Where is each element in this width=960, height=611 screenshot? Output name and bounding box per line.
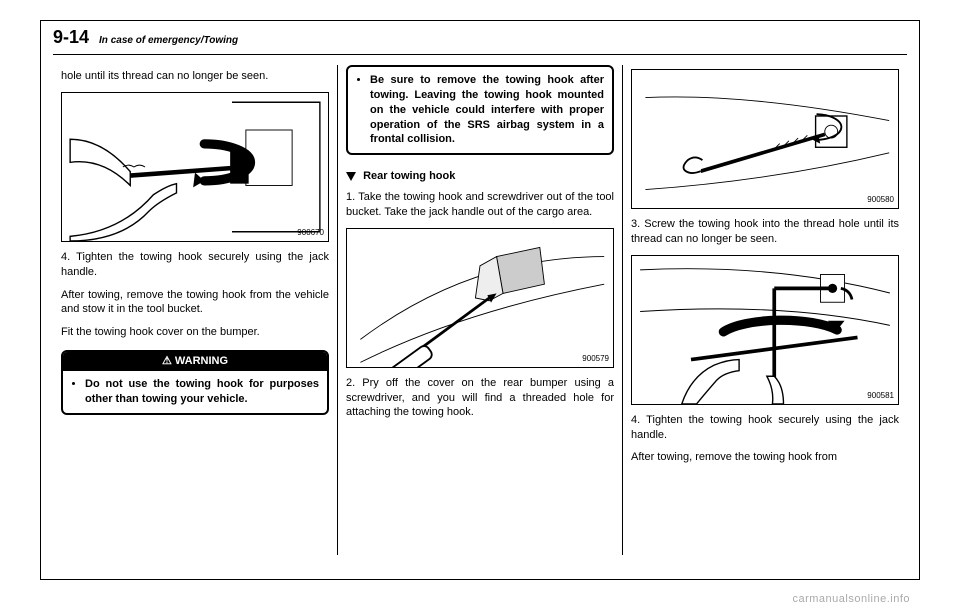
col3-step4: 4. Tighten the towing hook securely usin… (631, 413, 899, 443)
col1-step4: 4. Tighten the towing hook securely usin… (61, 250, 329, 280)
note-item: Be sure to remove the towing hook after … (370, 73, 604, 147)
triangle-icon (346, 172, 356, 181)
illustration-tighten-rear (632, 256, 898, 404)
illustration-tighten-hook (62, 93, 328, 241)
col1-lead-text: hole until its thread can no longer be s… (61, 69, 329, 84)
column-1: hole until its thread can no longer be s… (53, 65, 337, 555)
subheading-text: Rear towing hook (363, 170, 455, 182)
manual-page: 9-14 In case of emergency/Towing hole un… (40, 20, 920, 580)
column-3: 900580 3. Screw the towing hook into the… (622, 65, 907, 555)
warning-item: Do not use the towing hook for purposes … (85, 377, 319, 407)
figure-ref: 900670 (297, 228, 324, 239)
figure-ref: 900581 (867, 391, 894, 402)
page-number: 9-14 (53, 27, 89, 48)
subheading-rear-towing-hook: Rear towing hook (346, 169, 614, 184)
watermark: carmanualsonline.info (792, 593, 910, 605)
figure-900580: 900580 (631, 69, 899, 209)
figure-900670: 900670 (61, 92, 329, 242)
col3-after: After towing, remove the towing hook fro… (631, 450, 899, 465)
warning-icon: ⚠ (162, 355, 172, 367)
figure-900581: 900581 (631, 255, 899, 405)
figure-900579: 900579 (346, 228, 614, 368)
col2-step2: 2. Pry off the cover on the rear bumper … (346, 376, 614, 421)
col2-step1: 1. Take the towing hook and screwdriver … (346, 190, 614, 220)
illustration-pry-cover (347, 229, 613, 367)
section-title: In case of emergency/Towing (99, 35, 238, 46)
columns: hole until its thread can no longer be s… (41, 55, 919, 565)
col1-after1: After towing, remove the towing hook fro… (61, 288, 329, 318)
warning-heading: ⚠ WARNING (63, 352, 327, 371)
col3-step3: 3. Screw the towing hook into the thread… (631, 217, 899, 247)
page-header: 9-14 In case of emergency/Towing (41, 21, 919, 52)
column-2: Be sure to remove the towing hook after … (337, 65, 622, 555)
figure-ref: 900579 (582, 354, 609, 365)
figure-ref: 900580 (867, 195, 894, 206)
warning-label: WARNING (175, 355, 228, 367)
col1-after2: Fit the towing hook cover on the bumper. (61, 325, 329, 340)
illustration-screw-hook (632, 70, 898, 208)
warning-box: ⚠ WARNING Do not use the towing hook for… (61, 350, 329, 415)
note-box: Be sure to remove the towing hook after … (346, 65, 614, 155)
warning-body: Do not use the towing hook for purposes … (63, 371, 327, 413)
